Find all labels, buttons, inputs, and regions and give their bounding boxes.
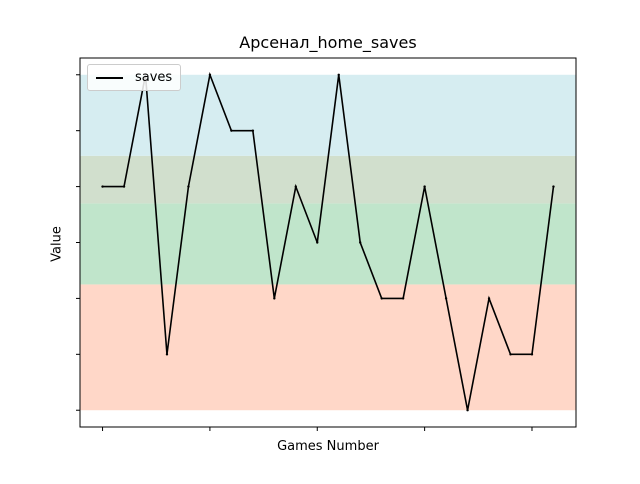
data-point-saves-5 (208, 73, 212, 76)
data-point-saves-1 (122, 185, 126, 188)
data-point-saves-12 (359, 241, 362, 244)
data-point-saves-10 (316, 241, 319, 244)
data-point-saves-6 (230, 129, 233, 132)
legend: saves (87, 64, 182, 91)
y-axis-label: Value (49, 226, 65, 262)
data-point-saves-13 (380, 297, 383, 300)
data-point-saves-7 (251, 129, 255, 132)
data-point-saves-14 (401, 297, 405, 300)
data-point-saves-11 (337, 73, 340, 76)
data-point-saves-19 (509, 353, 512, 356)
data-point-saves-8 (273, 297, 276, 300)
band-1 (80, 203, 576, 285)
data-point-saves-20 (530, 353, 534, 356)
data-point-saves-15 (423, 185, 426, 188)
legend-line-swatch (96, 76, 123, 79)
data-point-saves-9 (294, 185, 297, 188)
data-point-saves-17 (466, 409, 469, 412)
data-point-saves-21 (552, 185, 555, 188)
data-point-saves-18 (487, 297, 491, 300)
data-point-saves-16 (444, 297, 448, 300)
data-point-saves-3 (165, 353, 169, 356)
series-line-saves (102, 71, 555, 411)
chart-title: Арсенал_home_saves (239, 33, 417, 52)
data-point-saves-4 (187, 185, 190, 188)
legend-label-saves: saves (135, 70, 173, 85)
band-0 (80, 284, 576, 411)
x-axis-label: Games Number (277, 439, 379, 454)
data-point-saves-0 (101, 185, 104, 188)
